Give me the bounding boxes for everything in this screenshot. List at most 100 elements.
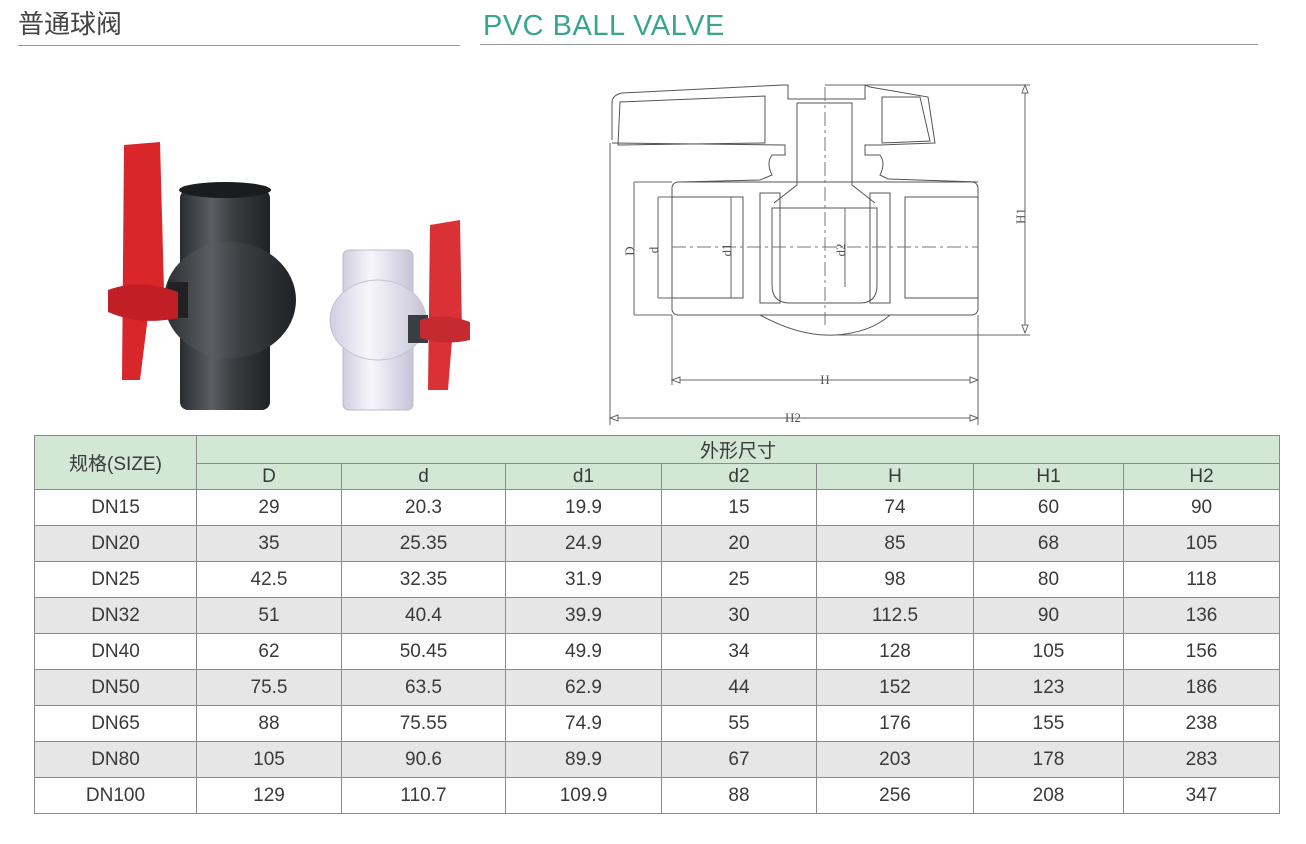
center-lines — [672, 87, 978, 325]
table-row: DN50 75.5 63.5 62.9 44 152 123 186 — [34, 669, 1281, 706]
dimension-cell-d2: 20 — [661, 525, 817, 562]
handle-left-grip — [617, 95, 766, 146]
label-D: D — [622, 246, 637, 255]
dimension-cell-d2: 34 — [661, 633, 817, 670]
dimension-cell-d2: 25 — [661, 561, 817, 598]
dimension-cell-h1: 208 — [973, 777, 1124, 814]
label-H: H — [820, 372, 829, 387]
dimension-cell-d: 35 — [196, 525, 342, 562]
handle-outline — [611, 84, 979, 183]
valve-handle-grip — [420, 316, 470, 343]
size-cell: DN25 — [34, 561, 197, 598]
dimension-cell-h1: 90 — [973, 597, 1124, 634]
dark-grey-pvc-ball-valve — [108, 142, 296, 410]
dimension-cell-h: 85 — [816, 525, 974, 562]
dimensions-group-header: 外形尺寸 — [195, 435, 1281, 464]
dimension-cell-h2: 105 — [1122, 525, 1281, 562]
size-cell: DN15 — [34, 489, 197, 526]
valve-handle — [122, 142, 164, 380]
valve-technical-drawing: D d d1 d2 H1 H H2 — [608, 83, 1030, 425]
dimension-cell-h1: 80 — [973, 561, 1124, 598]
dimension-cell-d: 42.5 — [196, 561, 342, 598]
dimension-cell-h1: 178 — [973, 741, 1124, 778]
dimension-cell-h: 74 — [816, 489, 974, 526]
size-cell: DN80 — [34, 741, 197, 778]
size-cell: DN50 — [34, 669, 197, 706]
dimension-cell-h: 176 — [816, 705, 974, 742]
table-row: DN100 129 110.7 109.9 88 256 208 347 — [34, 777, 1281, 814]
table-row: DN65 88 75.55 74.9 55 176 155 238 — [34, 705, 1281, 742]
label-d: d — [646, 246, 661, 253]
table-row: DN25 42.5 32.35 31.9 25 98 80 118 — [34, 561, 1281, 598]
dimension-cell-h1: 105 — [973, 633, 1124, 670]
dimension-cell-h1: 123 — [973, 669, 1124, 706]
dimension-cell-h1: 60 — [973, 489, 1124, 526]
dimension-cell-d: 51 — [196, 597, 342, 634]
product-photos — [108, 142, 470, 411]
dimension-cell-d1: 74.9 — [505, 705, 662, 742]
dimension-cell-h: 98 — [816, 561, 974, 598]
handle-right-grip — [881, 96, 931, 144]
seat-right — [869, 192, 891, 304]
dimension-cell-h: 203 — [816, 741, 974, 778]
dimension-cell-d1: 109.9 — [505, 777, 662, 814]
dimension-cell-h2: 90 — [1122, 489, 1281, 526]
dimension-cell-d: 110.7 — [341, 777, 506, 814]
dimension-cell-d: 75.55 — [341, 705, 506, 742]
dimension-cell-h2: 283 — [1122, 741, 1281, 778]
label-d1: d1 — [719, 244, 734, 257]
dimension-cell-h2: 238 — [1122, 705, 1281, 742]
column-header-h2: H2 — [1122, 463, 1281, 490]
dimension-cell-d2: 55 — [661, 705, 817, 742]
label-H1: H1 — [1013, 208, 1028, 224]
title-underline-right — [480, 44, 1258, 45]
dimension-cell-d: 90.6 — [341, 741, 506, 778]
column-header-d: D — [196, 463, 342, 490]
size-cell: DN65 — [34, 705, 197, 742]
table-row: DN20 35 25.35 24.9 20 85 68 105 — [34, 525, 1281, 562]
size-column-header: 规格(SIZE) — [34, 435, 197, 490]
size-cell: DN100 — [34, 777, 197, 814]
dimension-cell-d: 62 — [196, 633, 342, 670]
label-H2: H2 — [785, 410, 801, 425]
clear-pvc-ball-valve — [329, 220, 470, 411]
page-title-chinese: 普通球阀 — [18, 10, 123, 40]
valve-handle-grip — [108, 284, 178, 321]
dimension-cell-h: 128 — [816, 633, 974, 670]
column-header-d: d — [341, 463, 506, 490]
dimension-cell-d2: 67 — [661, 741, 817, 778]
dimension-cell-d1: 62.9 — [505, 669, 662, 706]
body-bulge — [759, 314, 891, 336]
dimension-cell-h1: 155 — [973, 705, 1124, 742]
dimension-cell-h: 256 — [816, 777, 974, 814]
dimension-cell-h2: 347 — [1122, 777, 1281, 814]
dimension-cell-d: 29 — [196, 489, 342, 526]
page-title-english: PVC BALL VALVE — [483, 10, 725, 42]
table-row: DN32 51 40.4 39.9 30 112.5 90 136 — [34, 597, 1281, 634]
dimension-cell-d: 129 — [196, 777, 342, 814]
dimension-cell-d1: 19.9 — [505, 489, 662, 526]
dimension-cell-d2: 88 — [661, 777, 817, 814]
dimension-cell-d1: 24.9 — [505, 525, 662, 562]
dimension-cell-h2: 136 — [1122, 597, 1281, 634]
dimension-cell-h: 152 — [816, 669, 974, 706]
dimension-cell-d: 32.35 — [341, 561, 506, 598]
dimension-cell-d1: 49.9 — [505, 633, 662, 670]
dimension-cell-d: 50.45 — [341, 633, 506, 670]
dimension-lines — [609, 84, 1030, 425]
size-cell: DN40 — [34, 633, 197, 670]
stem — [773, 102, 876, 204]
title-underline-left — [18, 45, 460, 46]
table-row: DN15 29 20.3 19.9 15 74 60 90 — [34, 489, 1281, 526]
dimension-arrows — [608, 83, 1029, 422]
dimension-cell-d2: 44 — [661, 669, 817, 706]
column-header-h1: H1 — [973, 463, 1124, 490]
size-cell: DN32 — [34, 597, 197, 634]
dimension-cell-h: 112.5 — [816, 597, 974, 634]
dimension-cell-h2: 156 — [1122, 633, 1281, 670]
ball — [771, 207, 878, 304]
seat-left — [759, 192, 781, 304]
label-d2: d2 — [833, 244, 848, 257]
dimension-cell-d: 20.3 — [341, 489, 506, 526]
column-header-d1: d1 — [505, 463, 662, 490]
